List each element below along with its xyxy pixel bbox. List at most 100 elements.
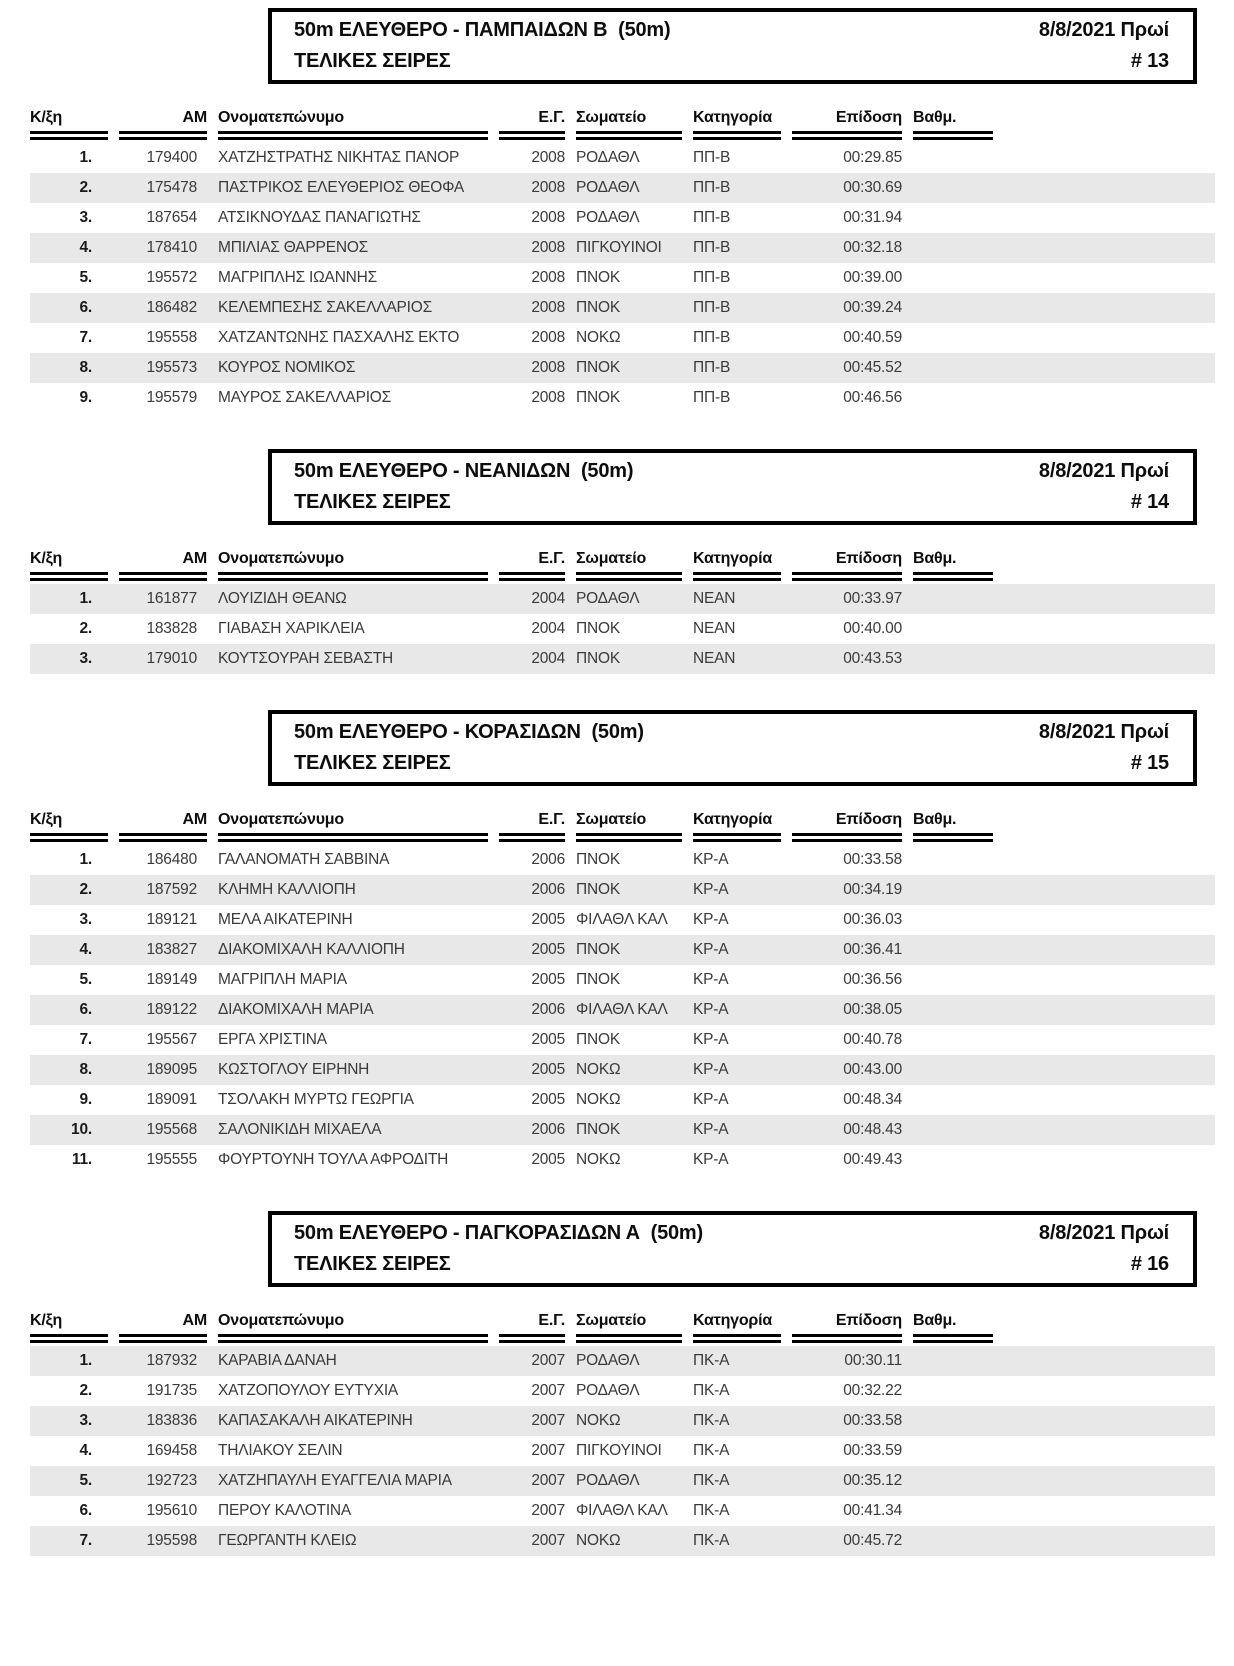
birth-year-cell: 2007 <box>531 1442 565 1459</box>
birth-year-cell: 2008 <box>531 329 565 346</box>
event-section: 50m ΕΛΕΥΘΕΡΟ - ΠΑΓΚΟΡΑΣΙΔΩΝ Α (50m) ΤΕΛΙ… <box>0 1211 1234 1556</box>
athlete-name-cell: ΜΕΛΑ ΑΙΚΑΤΕΡΙΝΗ <box>218 911 353 928</box>
athlete-name-cell: ΔΙΑΚΟΜΙΧΑΛΗ ΚΑΛΛΙΟΠΗ <box>218 941 405 958</box>
birth-year-cell: 2008 <box>531 239 565 256</box>
club-cell: ΦΙΛΑΘΛ ΚΑΛ <box>576 1502 668 1519</box>
athlete-name-cell: ΜΑΓΡΙΠΛΗΣ ΙΩΑΝΝΗΣ <box>218 269 378 286</box>
table-body: 1. 187932 ΚΑΡΑΒΙΑ ΔΑΝΑΗ 2007 ΡΟΔΑΘΛ ΠΚ-Α… <box>30 1346 1215 1556</box>
column-header: Σωματείο <box>576 108 682 140</box>
category-cell: ΚΡ-Α <box>693 941 729 958</box>
birth-year-cell: 2007 <box>531 1412 565 1429</box>
club-cell: ΡΟΔΑΘΛ <box>576 179 640 196</box>
event-date-session: 8/8/2021 Πρωί <box>1038 19 1169 41</box>
column-header: Σωματείο <box>576 549 682 581</box>
column-header: Βαθμ. <box>913 549 993 581</box>
column-header: Κ/ξη <box>30 1311 108 1343</box>
results-document: 50m ΕΛΕΥΘΕΡΟ - ΠΑΜΠΑΙΔΩΝ Β (50m) ΤΕΛΙΚΕΣ… <box>0 0 1234 1556</box>
athlete-id-cell: 195579 <box>146 389 197 406</box>
athlete-name-cell: ΧΑΤΖΑΝΤΩΝΗΣ ΠΑΣΧΑΛΗΣ ΕΚΤΟ <box>218 329 460 346</box>
rank-cell: 9. <box>79 1091 92 1108</box>
results-table: Κ/ξη ΑΜ Ονοματεπώνυμο Ε.Γ. Σωματείο Κατηγορία… <box>30 549 1215 674</box>
category-cell: ΠΚ-Α <box>693 1532 730 1549</box>
club-cell: ΠΝΟΚ <box>576 971 620 988</box>
birth-year-cell: 2007 <box>531 1382 565 1399</box>
result-row: 7. 195558 ΧΑΤΖΑΝΤΩΝΗΣ ΠΑΣΧΑΛΗΣ ΕΚΤΟ 2008… <box>30 323 1215 353</box>
rank-cell: 11. <box>71 1151 92 1168</box>
athlete-id-cell: 169458 <box>146 1442 197 1459</box>
category-cell: ΠΠ-Β <box>693 269 731 286</box>
column-header: Κατηγορία <box>693 549 781 581</box>
time-cell: 00:33.58 <box>843 851 902 868</box>
rank-cell: 5. <box>79 971 92 988</box>
birth-year-cell: 2007 <box>531 1532 565 1549</box>
birth-year-cell: 2004 <box>531 620 565 637</box>
result-row: 3. 183836 ΚΑΠΑΣΑΚΑΛΗ ΑΙΚΑΤΕΡΙΝΗ 2007 ΝΟΚ… <box>30 1406 1215 1436</box>
athlete-name-cell: ΚΟΥΤΣΟΥΡΑΗ ΣΕΒΑΣΤΗ <box>218 650 393 667</box>
athlete-id-cell: 183827 <box>146 941 197 958</box>
result-row: 8. 189095 ΚΩΣΤΟΓΛΟΥ ΕΙΡΗΝΗ 2005 ΝΟΚΩ ΚΡ-… <box>30 1055 1215 1085</box>
rank-cell: 2. <box>79 881 92 898</box>
category-cell: ΚΡ-Α <box>693 971 729 988</box>
column-header: ΑΜ <box>119 108 208 140</box>
time-cell: 00:33.59 <box>843 1442 902 1459</box>
athlete-id-cell: 187932 <box>146 1352 197 1369</box>
athlete-id-cell: 183836 <box>146 1412 197 1429</box>
birth-year-cell: 2006 <box>531 881 565 898</box>
athlete-name-cell: ΑΤΣΙΚΝΟΥΔΑΣ ΠΑΝΑΓΙΩΤΗΣ <box>218 209 421 226</box>
category-cell: ΚΡ-Α <box>693 1091 729 1108</box>
category-cell: ΚΡ-Α <box>693 851 729 868</box>
event-title: 50m ΕΛΕΥΘΕΡΟ - ΠΑΓΚΟΡΑΣΙΔΩΝ Α (50m) <box>294 1222 703 1244</box>
event-heat-number: # 15 <box>1130 752 1169 774</box>
result-row: 5. 192723 ΧΑΤΖΗΠΑΥΛΗ ΕΥΑΓΓΕΛΙΑ ΜΑΡΙΑ 200… <box>30 1466 1215 1496</box>
event-heat-number: # 13 <box>1130 50 1169 72</box>
column-header: Ε.Γ. <box>499 108 565 140</box>
table-header-row: Κ/ξη ΑΜ Ονοματεπώνυμο Ε.Γ. Σωματείο Κατηγορία… <box>30 1311 1215 1343</box>
time-cell: 00:33.58 <box>843 1412 902 1429</box>
club-cell: ΠΝΟΚ <box>576 941 620 958</box>
athlete-name-cell: ΠΑΣΤΡΙΚΟΣ ΕΛΕΥΘΕΡΙΟΣ ΘΕΟΦΑ <box>218 179 465 196</box>
time-cell: 00:40.59 <box>843 329 902 346</box>
event-header-right: 8/8/2021 Πρωί # 16 <box>1039 1218 1169 1280</box>
birth-year-cell: 2006 <box>531 851 565 868</box>
rank-cell: 1. <box>79 149 92 166</box>
column-header: Βαθμ. <box>913 108 993 140</box>
rank-cell: 2. <box>79 1382 92 1399</box>
time-cell: 00:48.43 <box>843 1121 902 1138</box>
club-cell: ΦΙΛΑΘΛ ΚΑΛ <box>576 1001 668 1018</box>
column-header: Επίδοση <box>792 810 902 842</box>
birth-year-cell: 2005 <box>531 1061 565 1078</box>
club-cell: ΡΟΔΑΘΛ <box>576 1472 640 1489</box>
athlete-name-cell: ΧΑΤΖΗΠΑΥΛΗ ΕΥΑΓΓΕΛΙΑ ΜΑΡΙΑ <box>218 1472 452 1489</box>
rank-cell: 5. <box>79 269 92 286</box>
rank-cell: 4. <box>79 239 92 256</box>
rank-cell: 5. <box>79 1472 92 1489</box>
athlete-id-cell: 195555 <box>146 1151 197 1168</box>
event-header-box: 50m ΕΛΕΥΘΕΡΟ - ΠΑΜΠΑΙΔΩΝ Β (50m) ΤΕΛΙΚΕΣ… <box>268 8 1197 84</box>
birth-year-cell: 2008 <box>531 299 565 316</box>
event-header-left: 50m ΕΛΕΥΘΕΡΟ - ΠΑΓΚΟΡΑΣΙΔΩΝ Α (50m) ΤΕΛΙ… <box>294 1218 703 1280</box>
club-cell: ΝΟΚΩ <box>576 1091 621 1108</box>
category-cell: ΠΠ-Β <box>693 149 731 166</box>
column-header: Ε.Γ. <box>499 810 565 842</box>
results-table: Κ/ξη ΑΜ Ονοματεπώνυμο Ε.Γ. Σωματείο Κατηγορία… <box>30 108 1215 413</box>
rank-cell: 10. <box>71 1121 92 1138</box>
time-cell: 00:45.52 <box>843 359 902 376</box>
athlete-id-cell: 195567 <box>146 1031 197 1048</box>
birth-year-cell: 2005 <box>531 911 565 928</box>
category-cell: ΠΠ-Β <box>693 329 731 346</box>
event-heat-number: # 14 <box>1130 491 1169 513</box>
result-row: 6. 186482 ΚΕΛΕΜΠΕΣΗΣ ΣΑΚΕΛΛΑΡΙΟΣ 2008 ΠΝ… <box>30 293 1215 323</box>
category-cell: ΠΚ-Α <box>693 1472 730 1489</box>
category-cell: ΚΡ-Α <box>693 1031 729 1048</box>
rank-cell: 6. <box>79 1001 92 1018</box>
result-row: 6. 195610 ΠΕΡΟΥ ΚΑΛΟΤΙΝΑ 2007 ΦΙΛΑΘΛ ΚΑΛ… <box>30 1496 1215 1526</box>
club-cell: ΠΝΟΚ <box>576 881 620 898</box>
time-cell: 00:32.18 <box>843 239 902 256</box>
rank-cell: 7. <box>79 329 92 346</box>
rank-cell: 7. <box>79 1031 92 1048</box>
birth-year-cell: 2004 <box>531 650 565 667</box>
result-row: 5. 195572 ΜΑΓΡΙΠΛΗΣ ΙΩΑΝΝΗΣ 2008 ΠΝΟΚ ΠΠ… <box>30 263 1215 293</box>
result-row: 11. 195555 ΦΟΥΡΤΟΥΝΗ ΤΟΥΛΑ ΑΦΡΟΔΙΤΗ 2005… <box>30 1145 1215 1175</box>
column-header: Κ/ξη <box>30 549 108 581</box>
column-header: Κ/ξη <box>30 810 108 842</box>
